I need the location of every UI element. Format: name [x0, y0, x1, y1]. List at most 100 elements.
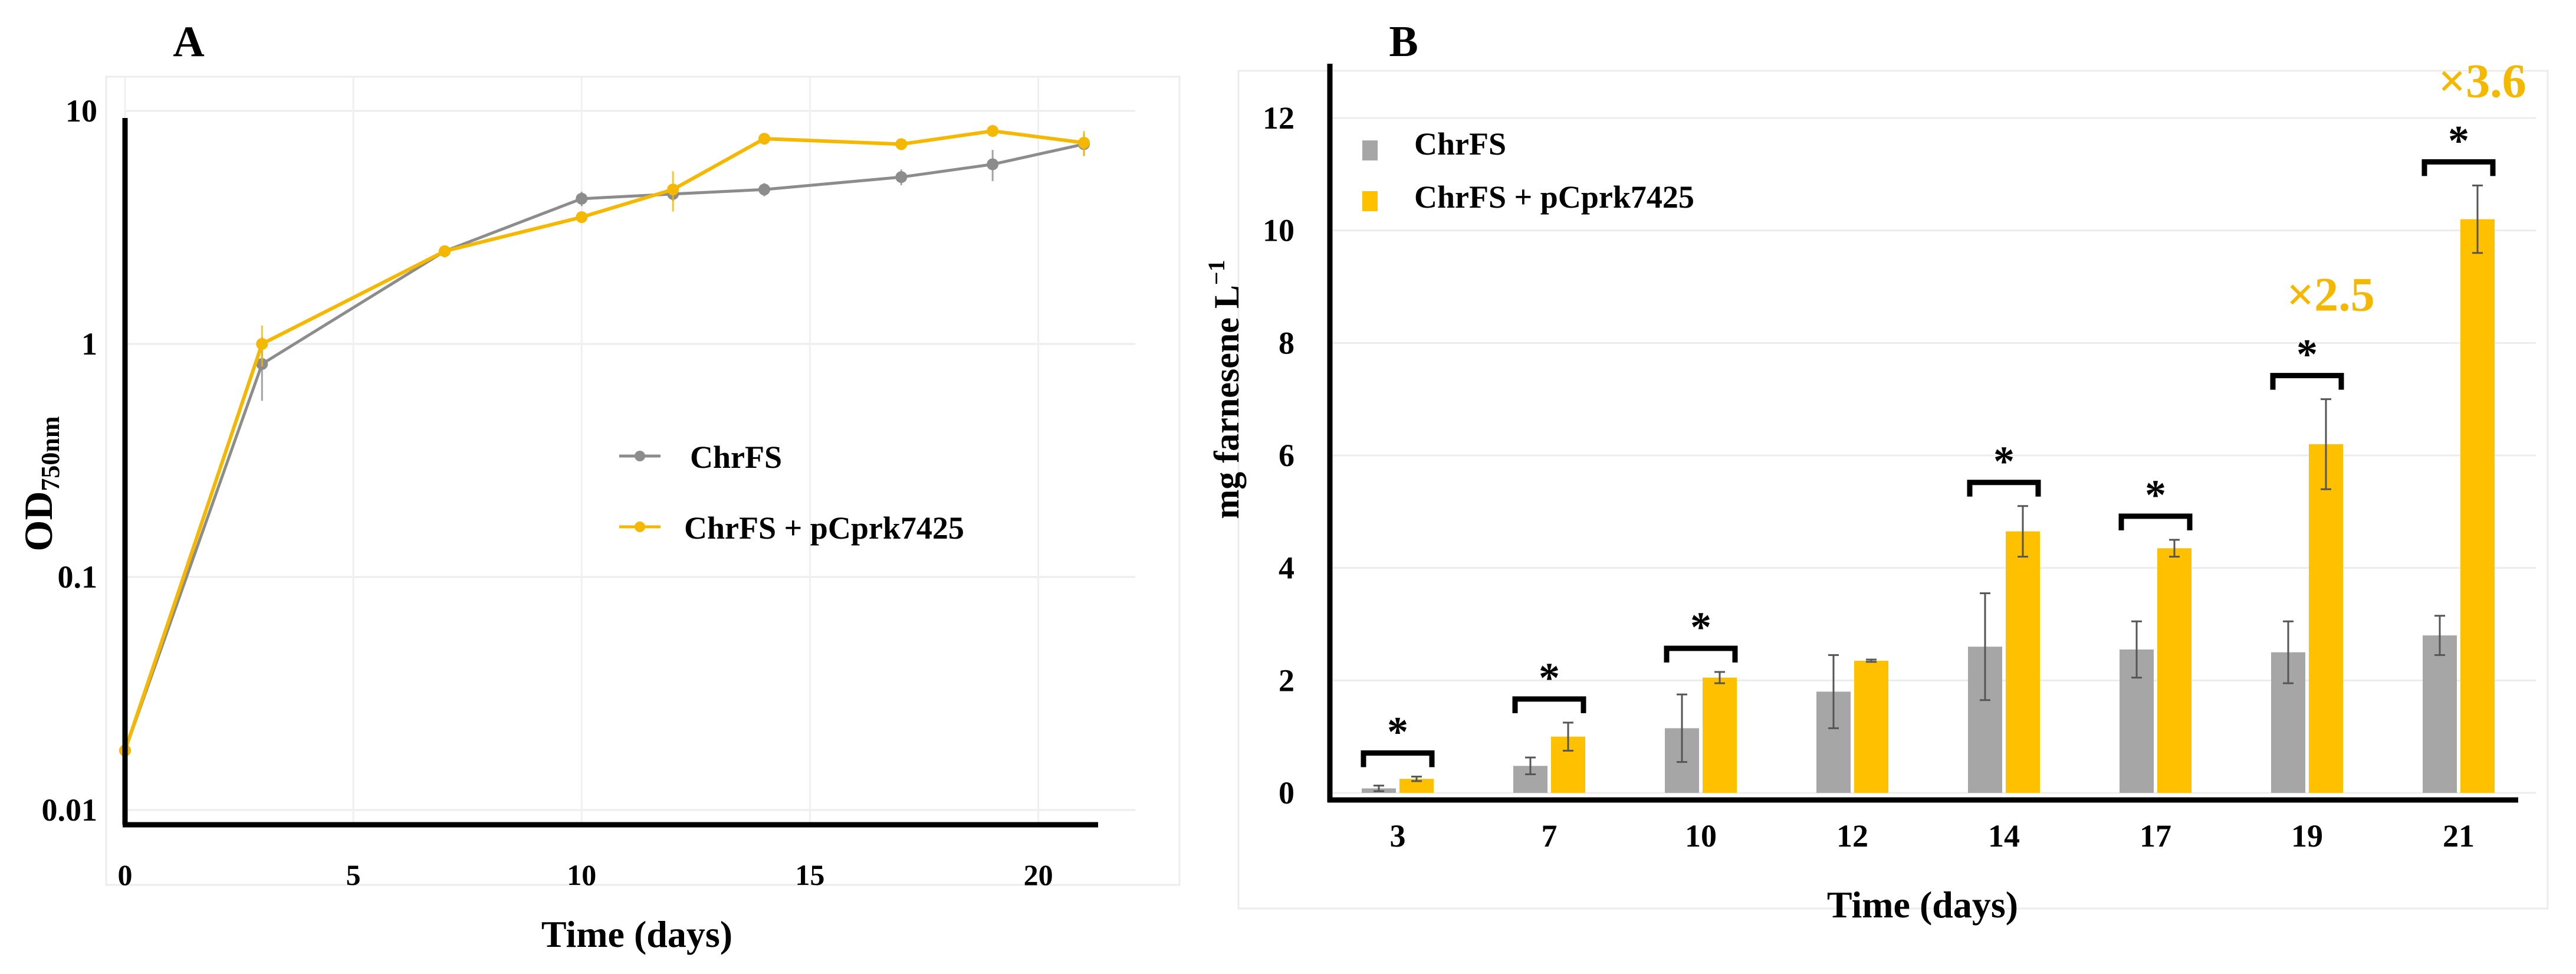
- panel-b-y-tick-label: 4: [1279, 550, 1294, 586]
- significance-bracket: [2421, 159, 2496, 176]
- legend-a-series-1-label: ChrFS: [690, 440, 782, 475]
- panel-b-significance-brackets: * * * * * * *: [1361, 117, 2496, 768]
- panel-a-x-tick-labels: 0 5 10 15 20: [118, 858, 1053, 891]
- panel-b-x-tick-label: 10: [1685, 818, 1717, 854]
- significance-star: *: [2145, 471, 2166, 519]
- panel-b-y-tick-labels: 0 2 4 6 8 10 12: [1263, 100, 1294, 811]
- panel-b-bar-series-2: [1703, 677, 1737, 793]
- panel-b-x-axis-title: Time (days): [1827, 884, 2018, 926]
- panel-a-y-tick-label: 0.1: [58, 559, 98, 595]
- panel-b-axes: [1327, 64, 2518, 803]
- panel-b-y-tick-label: 8: [1279, 325, 1294, 360]
- panel-a-x-axis-title: Time (days): [541, 913, 732, 955]
- panel-b-label: B: [1389, 18, 1418, 66]
- significance-star: *: [1387, 708, 1408, 755]
- panel-a-gridlines: [124, 77, 1135, 825]
- panel-b-y-tick-label: 2: [1279, 663, 1294, 698]
- panel-a-y-tick-labels: 0.01 0.1 1 10: [42, 93, 98, 828]
- legend-a-series-2-marker: [635, 522, 645, 532]
- legend-a-series-2-label: ChrFS + pCprk7425: [684, 510, 964, 546]
- legend-b-series-1-swatch: [1362, 140, 1378, 160]
- panel-a-data-point: [667, 183, 679, 196]
- panel-b-frame: [1237, 70, 2549, 910]
- panel-b-fold-annotations: ×2.5 ×3.6: [2286, 54, 2526, 321]
- panel-a-legend: ChrFS ChrFS + pCprk7425: [619, 440, 964, 546]
- panel-a-data-point: [439, 245, 451, 257]
- significance-star: *: [1539, 654, 1560, 701]
- panel-b-bar-series-2: [1399, 779, 1434, 793]
- significance-bracket: [2270, 373, 2344, 390]
- panel-b-x-tick-label: 3: [1390, 818, 1406, 854]
- panel-a-data-point: [256, 338, 268, 350]
- panel-b-y-tick-label: 12: [1263, 100, 1294, 136]
- panel-b-y-tick-label: 0: [1279, 775, 1294, 811]
- panel-a-data-point: [895, 171, 908, 183]
- significance-star: *: [2296, 331, 2318, 378]
- panel-a-y-axis-title-subscript: 750nm: [36, 416, 65, 491]
- panel-a-frame: [105, 76, 1181, 886]
- panel-a-data-point: [758, 133, 770, 145]
- panel-a-y-axis-title-main: OD: [16, 491, 61, 552]
- panel-a-x-tick-label: 5: [346, 858, 361, 891]
- legend-b-series-2-label: ChrFS + pCprk7425: [1414, 179, 1694, 215]
- panel-b-y-tick-label: 10: [1263, 213, 1294, 248]
- panel-b-y-axis-title-superscript: −1: [1203, 260, 1230, 285]
- significance-bracket: [2118, 513, 2193, 530]
- panel-b-y-axis-title-main: mg farnesene L: [1207, 285, 1246, 519]
- panel-b-y-tick-label: 6: [1279, 438, 1294, 473]
- significance-bracket: [1512, 696, 1586, 713]
- panel-a-x-tick-label: 10: [567, 858, 596, 891]
- panel-a-x-tick-label: 0: [118, 858, 133, 891]
- legend-b-series-1-label: ChrFS: [1414, 126, 1506, 162]
- panel-a-series: [119, 125, 1090, 763]
- panel-a-data-point: [987, 125, 999, 137]
- panel-b-x-tick-label: 14: [1988, 818, 2020, 854]
- panel-b-bar-series-1: [2423, 635, 2457, 793]
- significance-star: *: [2448, 117, 2469, 164]
- panel-a-label: A: [173, 18, 204, 66]
- panel-b-y-axis-title: mg farnesene L−1: [1203, 260, 1246, 519]
- panel-b-bar-series-2: [2309, 444, 2343, 793]
- panel-b-bar-series-2: [2006, 531, 2040, 793]
- panel-a-chart: A 0.01 0.1 1 10 0 5 10 15 20 Time (days) OD750n…: [16, 18, 1181, 955]
- panel-a-data-point: [576, 192, 588, 205]
- panel-a-data-point: [895, 138, 908, 150]
- panel-b-bar-series-2: [2157, 548, 2191, 793]
- panel-a-x-tick-label: 20: [1024, 858, 1053, 891]
- significance-star: *: [1993, 438, 2015, 485]
- panel-a-data-point: [576, 211, 588, 224]
- panel-b-legend: ChrFS ChrFS + pCprk7425: [1362, 126, 1694, 215]
- panel-a-series-1: [119, 133, 1090, 763]
- panel-b-x-tick-label: 21: [2443, 818, 2475, 854]
- legend-b-series-2-swatch: [1362, 191, 1378, 211]
- significance-bracket: [1361, 750, 1435, 768]
- panel-a-y-axis-title: OD750nm: [16, 416, 65, 551]
- panel-b-x-tick-labels: 3 7 10 12 14 17 19 21: [1390, 818, 2475, 854]
- significance-bracket: [1664, 645, 1738, 663]
- panel-b-bar-series-2: [1854, 660, 1888, 793]
- panel-a-series-2-line: [123, 129, 1085, 752]
- significance-bracket: [1967, 480, 2041, 497]
- legend-a-series-1-marker: [635, 451, 645, 461]
- panel-b-bar-series-2: [2460, 219, 2495, 793]
- panel-a-series-1-line: [123, 142, 1085, 752]
- panel-a-y-tick-label: 1: [81, 326, 97, 362]
- panel-b-x-tick-label: 12: [1836, 818, 1868, 854]
- panel-a-axes: [122, 118, 1098, 828]
- panel-a-y-tick-label: 0.01: [42, 792, 98, 828]
- panel-b-x-tick-label: 7: [1542, 818, 1558, 854]
- panel-a-data-point: [987, 158, 999, 170]
- panel-a-y-tick-label: 10: [65, 93, 97, 129]
- panel-b-x-tick-label: 17: [2140, 818, 2171, 854]
- panel-a-x-tick-label: 15: [795, 858, 824, 891]
- panel-b-x-tick-label: 19: [2291, 818, 2323, 854]
- panel-a-data-point: [758, 183, 770, 196]
- fold-change-label: ×3.6: [2438, 54, 2526, 107]
- panel-b-gridlines: [1330, 117, 2536, 794]
- significance-star: *: [1690, 604, 1711, 651]
- panel-a-series-2: [119, 125, 1090, 763]
- fold-change-label: ×2.5: [2286, 268, 2374, 322]
- panel-b-bars: [1362, 184, 2495, 793]
